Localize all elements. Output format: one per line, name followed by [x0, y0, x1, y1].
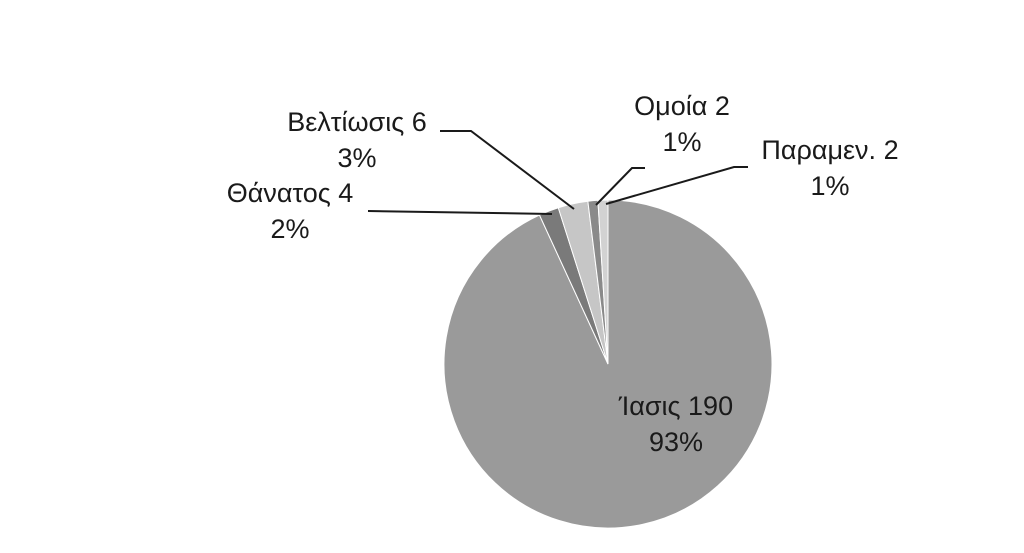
data-label-name-value-slice-1: Ίασις 190	[618, 391, 733, 421]
data-label-percent-slice-3: 3%	[337, 143, 376, 173]
pie-slice-5	[597, 199, 609, 365]
data-label-name-value-slice-5: Παραμεν. 2	[761, 135, 898, 165]
leader-line-slice-3	[440, 130, 575, 210]
data-label-name-value-slice-4: Ομοία 2	[634, 91, 730, 121]
leader-line-slice-2	[367, 210, 553, 215]
leader-line-slice-4	[595, 167, 645, 206]
leader-lines-layer	[367, 130, 748, 215]
data-label-percent-slice-1: 93%	[649, 427, 703, 457]
data-label-percent-slice-4: 1%	[662, 127, 701, 157]
data-label-name-value-slice-2: Θάνατος 4	[227, 178, 354, 208]
data-label-percent-slice-5: 1%	[810, 171, 849, 201]
data-label-name-value-slice-3: Βελτίωσις 6	[287, 107, 426, 137]
slices-layer	[443, 199, 773, 529]
data-label-percent-slice-2: 2%	[270, 214, 309, 244]
data-labels-layer: Ίασις 190 93% Θάνατος 4 2% Βελτίωσις 6 3% Ομοί…	[227, 91, 899, 457]
leader-line-slice-5	[605, 166, 748, 205]
